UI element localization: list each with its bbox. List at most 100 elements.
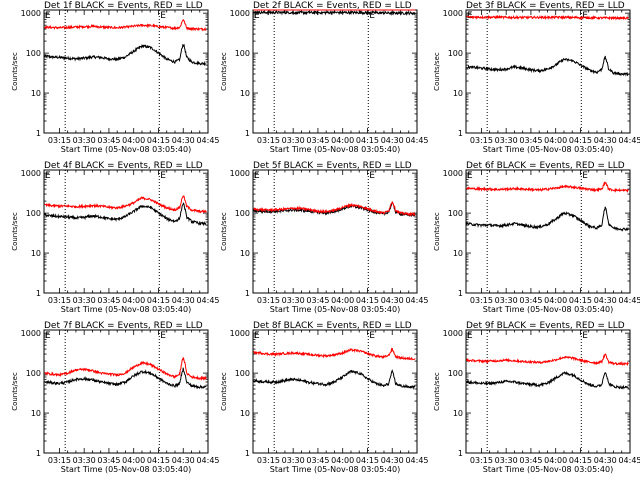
x-tick-label: 04:30	[381, 296, 404, 305]
y-tick-label: 1	[245, 449, 250, 458]
x-tick-label: 03:45	[97, 456, 120, 465]
x-tick-label: 03:30	[495, 456, 518, 465]
x-tick-label: 04:45	[618, 296, 640, 305]
y-tick-label: 10	[453, 409, 463, 418]
series-line-events	[44, 43, 207, 67]
y-tick-label: 10	[240, 409, 250, 418]
x-tick-label: 04:15	[147, 136, 170, 145]
y-tick-label: 10	[31, 409, 41, 418]
x-axis-label: Start Time (05-Nov-08 03:05:40)	[483, 305, 613, 314]
x-tick-label: 03:30	[282, 296, 305, 305]
x-tick-label: 04:00	[122, 456, 145, 465]
y-tick-label: 100	[448, 209, 463, 218]
x-tick-label: 03:15	[257, 136, 280, 145]
x-tick-label: 04:30	[172, 456, 195, 465]
y-tick-label: 100	[235, 209, 250, 218]
x-axis-label: Start Time (05-Nov-08 03:05:40)	[270, 465, 400, 474]
x-tick-label: 04:00	[331, 136, 354, 145]
x-tick-label: 04:00	[544, 456, 567, 465]
y-axis-label: Counts/sec	[433, 212, 441, 251]
x-tick-label: 03:30	[73, 296, 96, 305]
x-tick-label: 04:00	[122, 296, 145, 305]
y-tick-label: 10	[240, 89, 250, 98]
marker-e-right: E	[369, 11, 375, 21]
x-tick-label: 04:00	[122, 136, 145, 145]
x-tick-label: 03:15	[470, 456, 493, 465]
plot-frame	[465, 9, 631, 134]
panel-title: Det 7f BLACK = Events, RED = LLD	[44, 321, 203, 331]
x-tick-label: 04:30	[594, 136, 617, 145]
x-tick-label: 03:30	[495, 296, 518, 305]
y-tick-label: 1000	[443, 9, 463, 18]
y-tick-label: 1	[458, 289, 463, 298]
y-axis-label: Counts/sec	[11, 52, 19, 91]
x-tick-label: 04:45	[618, 456, 640, 465]
marker-e-right: E	[160, 171, 166, 181]
detector-panel-8: Det 8f BLACK = Events, RED = LLD 1 10 100 10…	[220, 321, 429, 474]
plot-frame	[43, 9, 209, 134]
y-tick-label: 1000	[21, 9, 41, 18]
y-tick-label: 100	[26, 369, 41, 378]
y-tick-label: 1	[458, 449, 463, 458]
y-axis-label: Counts/sec	[220, 52, 228, 91]
x-tick-label: 04:30	[594, 296, 617, 305]
x-tick-label: 04:15	[147, 296, 170, 305]
y-tick-label: 100	[26, 209, 41, 218]
plot-frame	[465, 329, 631, 454]
x-tick-label: 04:15	[356, 296, 379, 305]
x-tick-label: 04:30	[594, 456, 617, 465]
series-line-events	[44, 202, 207, 227]
x-tick-label: 03:45	[306, 456, 329, 465]
x-tick-label: 03:15	[48, 136, 71, 145]
marker-e-left: E	[45, 171, 51, 181]
marker-e-right: E	[160, 11, 166, 21]
detector-panel-3: Det 3f BLACK = Events, RED = LLD 1 10 100 10…	[433, 1, 640, 154]
series-line-lld	[466, 181, 629, 193]
plot-frame	[43, 169, 209, 294]
x-tick-label: 04:30	[172, 296, 195, 305]
x-axis-label: Start Time (05-Nov-08 03:05:40)	[61, 305, 191, 314]
detector-panel-1: Det 1f BLACK = Events, RED = LLD 1 10 100 10…	[11, 1, 220, 154]
marker-e-right: E	[160, 331, 166, 341]
x-tick-label: 03:15	[48, 456, 71, 465]
series-line-events	[466, 55, 629, 77]
marker-e-left: E	[467, 11, 473, 21]
marker-e-right: E	[369, 171, 375, 181]
x-tick-label: 04:15	[569, 296, 592, 305]
detector-panel-2: Det 2f BLACK = Events, RED = LLD 1 10 100 10…	[220, 1, 429, 154]
y-tick-label: 100	[448, 369, 463, 378]
panel-title: Det 6f BLACK = Events, RED = LLD	[466, 161, 625, 171]
x-tick-label: 04:00	[331, 456, 354, 465]
series-line-lld	[44, 194, 207, 214]
series-line-lld	[253, 200, 416, 217]
series-line-lld	[253, 347, 416, 361]
x-axis-label: Start Time (05-Nov-08 03:05:40)	[483, 145, 613, 154]
x-tick-label: 03:15	[48, 296, 71, 305]
x-tick-label: 04:00	[331, 296, 354, 305]
series-line-lld	[466, 353, 629, 367]
marker-e-right: E	[369, 331, 375, 341]
panel-title: Det 8f BLACK = Events, RED = LLD	[253, 321, 412, 331]
detector-panel-5: Det 5f BLACK = Events, RED = LLD 1 10 100 10…	[220, 161, 429, 314]
series-line-lld	[466, 14, 629, 21]
y-axis-label: Counts/sec	[11, 212, 19, 251]
x-tick-label: 03:15	[257, 456, 280, 465]
x-axis-label: Start Time (05-Nov-08 03:05:40)	[61, 465, 191, 474]
y-tick-label: 10	[453, 249, 463, 258]
y-axis-label: Counts/sec	[433, 52, 441, 91]
y-tick-label: 100	[26, 49, 41, 58]
y-tick-label: 1	[36, 289, 41, 298]
y-axis-label: Counts/sec	[433, 372, 441, 411]
x-tick-label: 03:45	[97, 296, 120, 305]
plot-frame	[465, 169, 631, 294]
y-tick-label: 1000	[21, 169, 41, 178]
x-tick-label: 03:45	[519, 456, 542, 465]
x-tick-label: 03:45	[306, 136, 329, 145]
y-tick-label: 1	[245, 289, 250, 298]
series-line-events	[253, 369, 416, 390]
y-tick-label: 10	[453, 89, 463, 98]
x-tick-label: 04:30	[172, 136, 195, 145]
series-line-events	[466, 370, 629, 390]
x-axis-label: Start Time (05-Nov-08 03:05:40)	[270, 305, 400, 314]
